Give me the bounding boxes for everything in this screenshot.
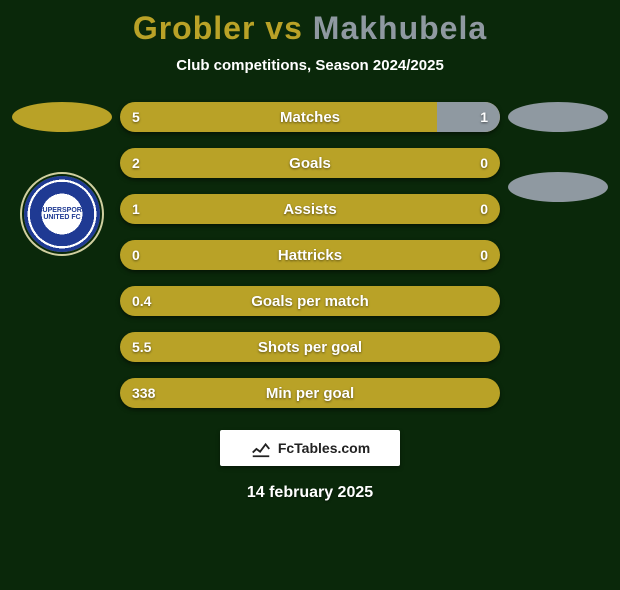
stat-value-left: 0 <box>132 240 140 270</box>
stat-bar: 2Goals0 <box>120 148 500 178</box>
footer-brand[interactable]: FcTables.com <box>220 430 400 466</box>
stat-value-right: 0 <box>480 194 488 224</box>
stat-bar-right-fill <box>437 102 500 132</box>
subtitle: Club competitions, Season 2024/2025 <box>0 57 620 74</box>
stats-bars: 5Matches12Goals01Assists00Hattricks00.4G… <box>120 102 500 408</box>
vs-text: vs <box>265 10 303 46</box>
date-text: 14 february 2025 <box>0 484 620 502</box>
player2-side <box>508 102 608 242</box>
stat-label: Assists <box>120 194 500 224</box>
stat-bar: 5.5Shots per goal <box>120 332 500 362</box>
player1-side: SUPERSPORT UNITED FC <box>12 102 112 256</box>
stat-value-left: 1 <box>132 194 140 224</box>
stat-bar: 1Assists0 <box>120 194 500 224</box>
stat-bar: 5Matches1 <box>120 102 500 132</box>
player1-club-badge: SUPERSPORT UNITED FC <box>20 172 104 256</box>
stat-label: Hattricks <box>120 240 500 270</box>
stat-value-left: 0.4 <box>132 286 151 316</box>
player2-avatar-placeholder <box>508 102 608 132</box>
stat-bar: 0Hattricks0 <box>120 240 500 270</box>
player1-name: Grobler <box>133 10 256 46</box>
footer-brand-text: FcTables.com <box>278 440 370 456</box>
content-area: SUPERSPORT UNITED FC 5Matches12Goals01As… <box>0 102 620 408</box>
stat-label: Goals <box>120 148 500 178</box>
comparison-title: Grobler vs Makhubela <box>0 10 620 47</box>
chart-icon <box>250 437 272 459</box>
stat-label: Goals per match <box>120 286 500 316</box>
club-badge-text: SUPERSPORT UNITED FC <box>38 207 86 221</box>
stat-value-right: 0 <box>480 148 488 178</box>
stat-value-left: 2 <box>132 148 140 178</box>
player2-club-placeholder <box>508 172 608 202</box>
stat-value-right: 0 <box>480 240 488 270</box>
stat-value-left: 338 <box>132 378 155 408</box>
stat-value-left: 5.5 <box>132 332 151 362</box>
player2-name: Makhubela <box>313 10 487 46</box>
stat-label: Min per goal <box>120 378 500 408</box>
player1-avatar-placeholder <box>12 102 112 132</box>
stat-value-left: 5 <box>132 102 140 132</box>
stat-bar: 0.4Goals per match <box>120 286 500 316</box>
stat-bar: 338Min per goal <box>120 378 500 408</box>
stat-label: Shots per goal <box>120 332 500 362</box>
